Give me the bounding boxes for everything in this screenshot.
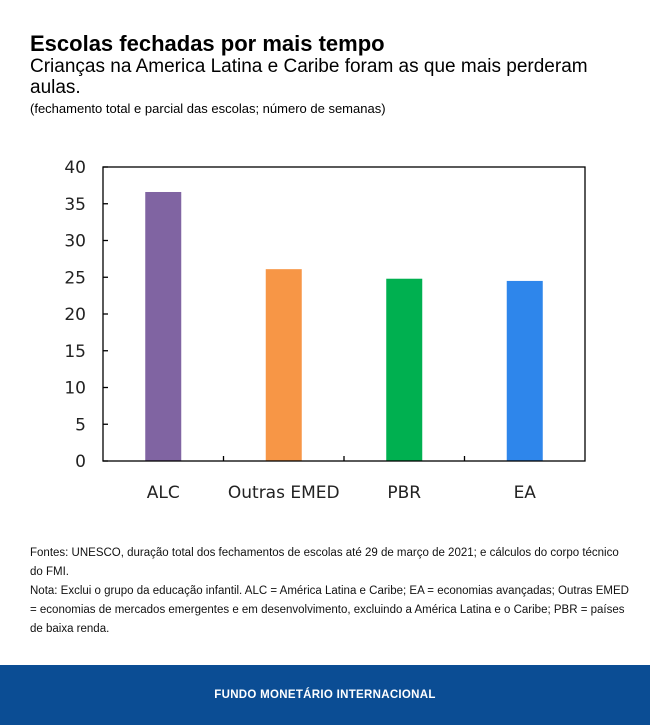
bar-outras-emed: [265, 269, 302, 461]
bar-pbr: [386, 278, 423, 461]
y-tick-label: 25: [64, 268, 86, 288]
footer-label: FUNDO MONETÁRIO INTERNACIONAL: [214, 689, 436, 701]
chart-title: Escolas fechadas por mais tempo: [30, 31, 385, 56]
y-tick-label: 40: [64, 158, 86, 178]
y-tick-label: 30: [64, 232, 86, 252]
y-tick-label: 35: [64, 195, 86, 215]
x-tick-label: ALC: [147, 483, 180, 503]
y-tick-label: 5: [75, 415, 86, 435]
bar-alc: [145, 191, 182, 462]
y-tick-label: 0: [75, 452, 86, 472]
bar-ea: [506, 280, 543, 461]
sources-text: Fontes: UNESCO, duração total dos fecham…: [30, 547, 619, 578]
chart-subtitle: Crianças na America Latina e Caribe fora…: [30, 56, 588, 98]
x-tick-label: Outras EMED: [228, 483, 340, 503]
footer-banner: FUNDO MONETÁRIO INTERNACIONAL: [0, 665, 650, 725]
x-tick-label: PBR: [387, 483, 421, 503]
y-tick-label: 20: [64, 305, 86, 325]
note-text: Nota: Exclui o grupo da educação infanti…: [30, 585, 629, 635]
notes: Fontes: UNESCO, duração total dos fecham…: [30, 544, 630, 639]
x-tick-label: EA: [514, 483, 537, 503]
y-tick-label: 10: [64, 379, 86, 399]
chart-unit-note: (fechamento total e parcial das escolas;…: [30, 101, 386, 116]
bar-chart: ALC Outras EMED PBR EA 0 5 10 15 20 25 30 35 40: [64, 158, 586, 503]
y-tick-label: 15: [64, 342, 86, 362]
